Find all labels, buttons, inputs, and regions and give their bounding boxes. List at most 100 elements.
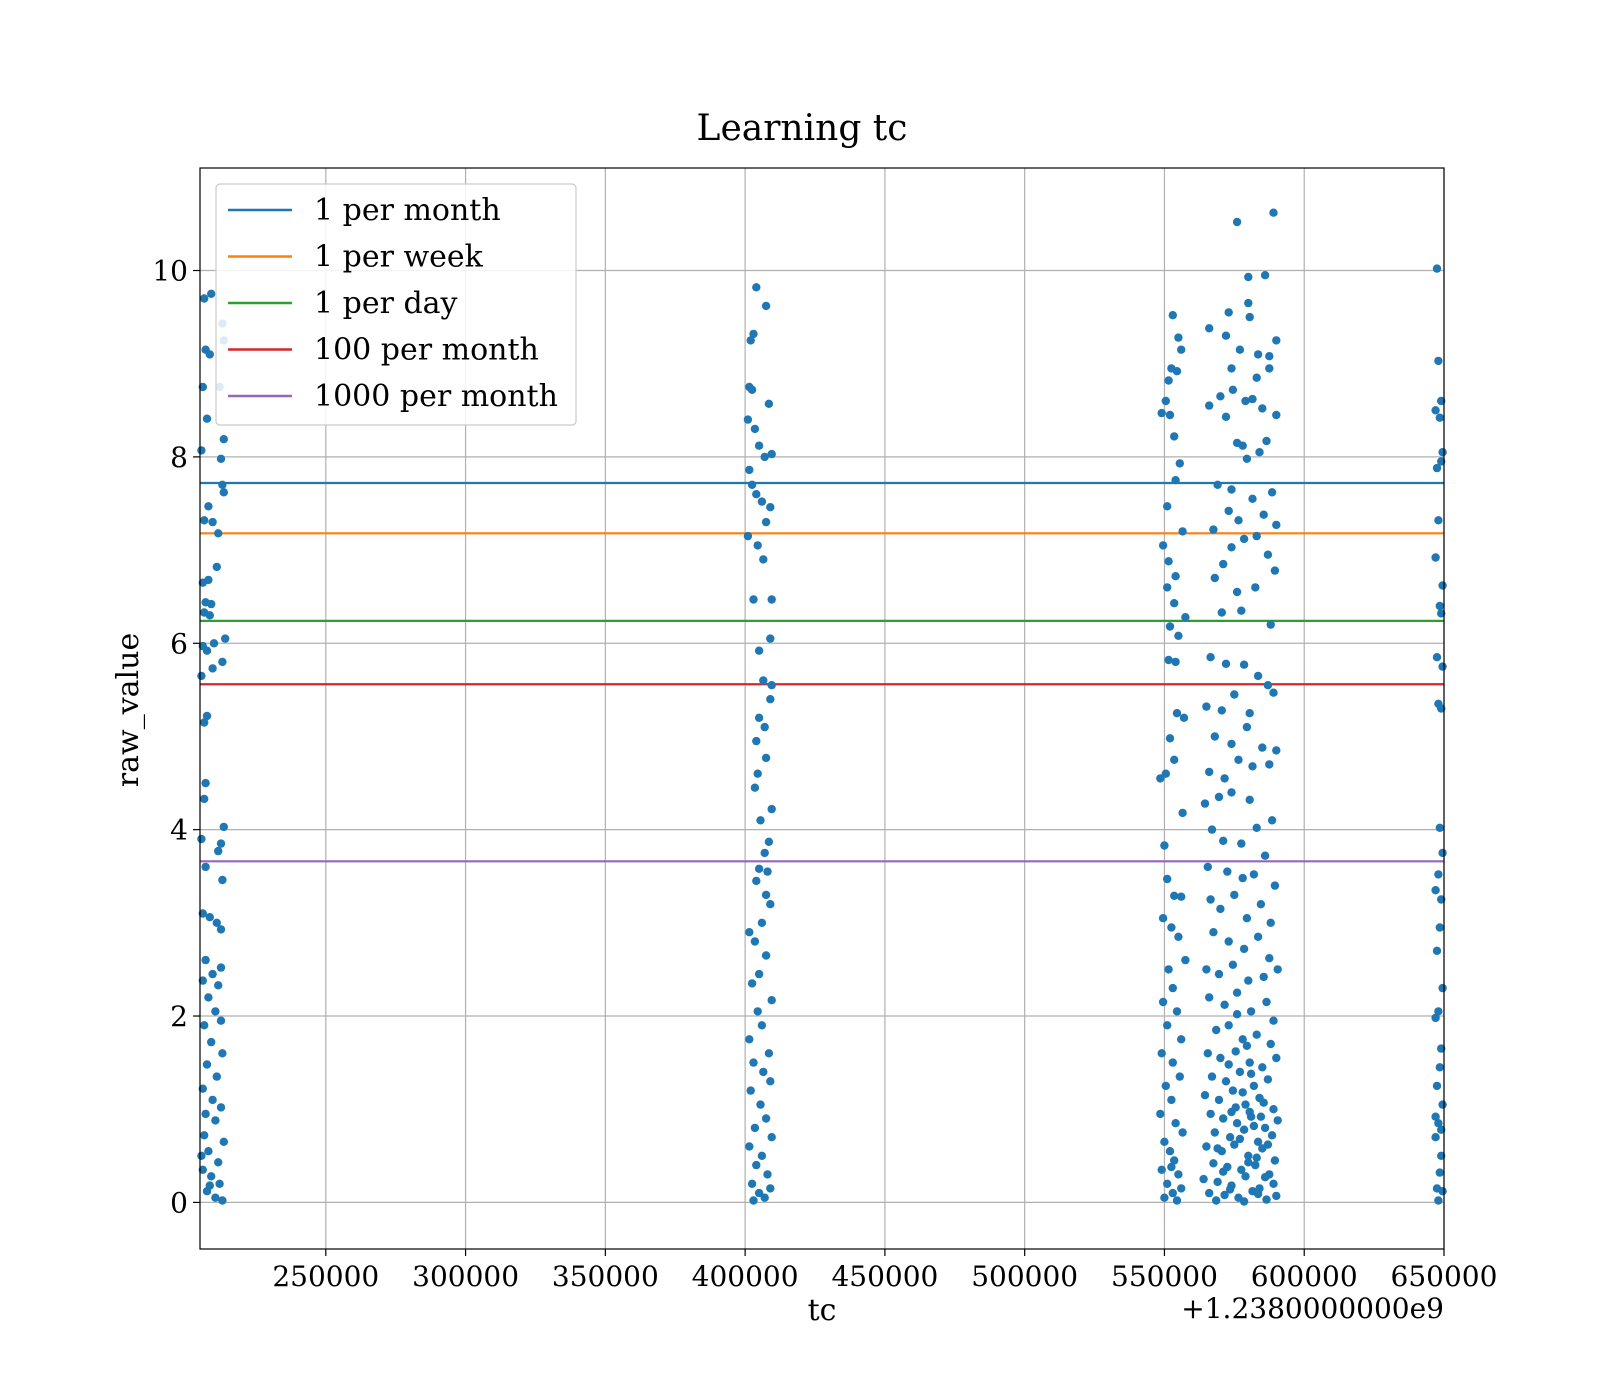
data-point — [1242, 722, 1252, 732]
data-point — [1263, 1075, 1273, 1084]
data-point — [753, 541, 762, 550]
data-point — [205, 350, 214, 359]
data-point — [1213, 1144, 1222, 1153]
data-point — [1435, 1063, 1445, 1072]
y-tick-label: 4 — [170, 814, 188, 847]
data-point — [1272, 1053, 1281, 1063]
data-point — [761, 1114, 771, 1123]
data-point — [1224, 937, 1233, 946]
data-point — [219, 488, 228, 497]
data-point — [1239, 534, 1249, 544]
data-point — [1200, 1091, 1210, 1100]
data-point — [1438, 581, 1447, 590]
data-point — [1165, 734, 1175, 743]
data-point — [1269, 688, 1278, 697]
data-point — [204, 575, 213, 585]
data-point — [1258, 743, 1267, 752]
data-point — [752, 1160, 761, 1170]
data-point — [1225, 1185, 1235, 1194]
data-point — [1230, 890, 1239, 900]
data-point — [1437, 1125, 1446, 1134]
data-point — [1168, 983, 1178, 993]
data-point — [1272, 1191, 1281, 1201]
data-point — [1205, 324, 1214, 333]
data-point — [1437, 1151, 1446, 1161]
data-point — [208, 664, 217, 673]
data-point — [1270, 1156, 1280, 1165]
data-point — [1216, 904, 1225, 914]
data-point — [1210, 732, 1220, 741]
data-point — [1225, 1133, 1235, 1142]
legend: 1 per month 1 per week 1 per day 100 per mo… — [215, 183, 577, 426]
data-point — [1238, 1088, 1247, 1097]
data-point — [204, 502, 213, 511]
data-point — [1258, 404, 1267, 413]
data-point — [1178, 527, 1187, 536]
data-point — [1431, 1112, 1440, 1121]
data-point — [1209, 1159, 1218, 1168]
data-point — [1181, 613, 1190, 622]
data-point — [1221, 1077, 1231, 1086]
data-point — [1177, 1184, 1186, 1193]
data-point — [1249, 1081, 1259, 1091]
data-point — [1241, 1100, 1250, 1109]
data-point — [200, 294, 209, 303]
data-point — [1265, 364, 1274, 373]
data-point — [219, 435, 228, 444]
data-point — [1438, 448, 1447, 457]
data-point — [750, 424, 760, 434]
y-tick-label: 8 — [170, 441, 188, 474]
x-tick-label: 500000 — [971, 1260, 1078, 1293]
data-point — [1258, 1063, 1267, 1072]
y-axis-label: raw_value — [111, 633, 146, 787]
data-point — [1174, 1170, 1183, 1179]
data-point — [215, 1179, 224, 1189]
data-point — [205, 1181, 214, 1190]
data-point — [1170, 432, 1179, 441]
data-point — [1219, 1167, 1228, 1176]
x-tick-label: 400000 — [692, 1260, 799, 1293]
data-point — [1172, 367, 1182, 376]
data-point — [1266, 620, 1275, 629]
data-point — [200, 794, 209, 804]
chart-title: Learning tc — [697, 108, 908, 149]
data-point — [1252, 1153, 1261, 1162]
x-axis-label: tc — [808, 1293, 837, 1328]
data-point — [746, 336, 755, 345]
data-point — [1223, 867, 1232, 876]
data-point — [1435, 601, 1445, 611]
data-point — [198, 909, 207, 918]
data-point — [1269, 1016, 1278, 1025]
data-point — [766, 1077, 775, 1086]
data-point — [1437, 609, 1446, 618]
data-point — [766, 1184, 775, 1193]
data-point — [216, 1103, 226, 1112]
data-point — [216, 963, 226, 972]
data-point — [761, 517, 771, 527]
data-point — [1237, 606, 1246, 615]
data-point — [209, 639, 219, 648]
data-point — [1224, 506, 1233, 516]
data-point — [1273, 1116, 1282, 1125]
data-point — [200, 516, 209, 525]
data-point — [1267, 1131, 1277, 1140]
data-point — [1260, 1173, 1270, 1182]
data-point — [1172, 709, 1182, 718]
data-point — [1259, 1098, 1268, 1107]
data-point — [1270, 881, 1280, 890]
data-point — [1178, 1128, 1187, 1137]
data-point — [767, 449, 776, 459]
data-point — [1232, 1119, 1242, 1128]
data-point — [754, 713, 764, 722]
data-point — [205, 611, 214, 620]
data-point — [201, 862, 210, 872]
data-point — [1272, 520, 1281, 530]
data-point — [207, 1172, 216, 1181]
data-point — [1212, 1196, 1221, 1205]
data-point — [1270, 566, 1280, 575]
plot-frame — [199, 167, 1445, 1250]
data-point — [1437, 457, 1446, 466]
data-point — [214, 846, 223, 856]
data-point — [1431, 886, 1440, 895]
scatter-points — [197, 208, 1447, 1206]
